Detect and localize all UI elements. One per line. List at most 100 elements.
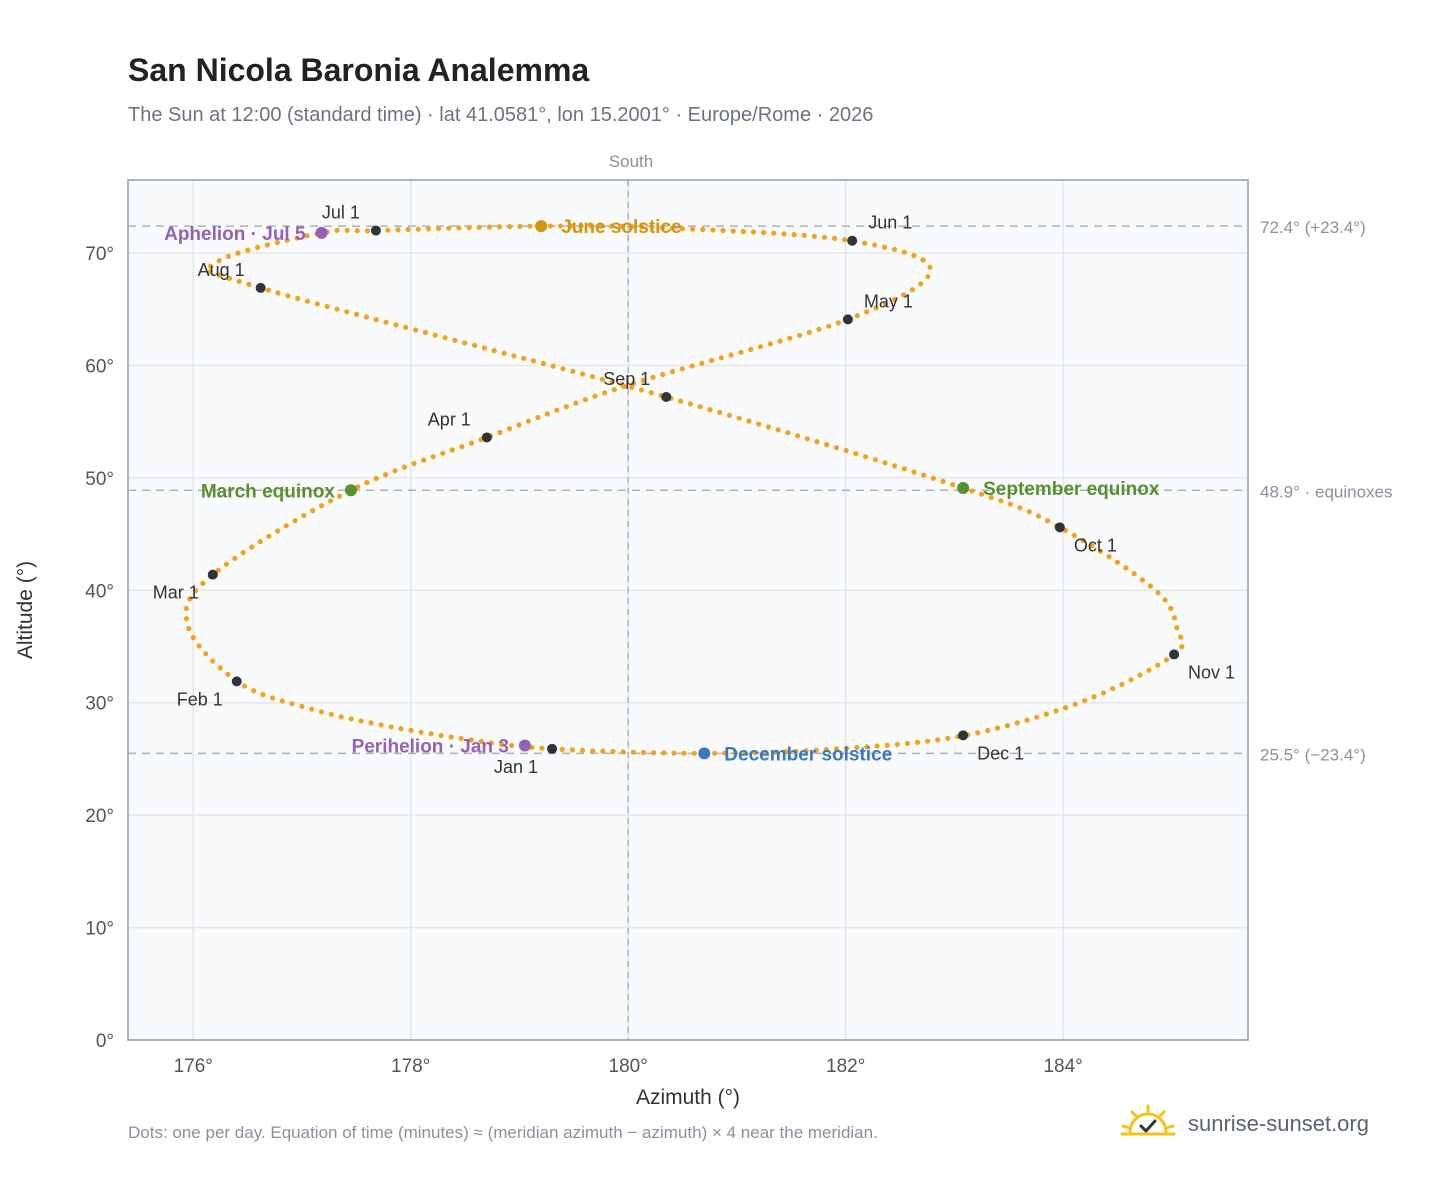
daily-sun-dot	[491, 348, 497, 354]
daily-sun-dot	[472, 342, 478, 348]
daily-sun-dot	[697, 404, 703, 410]
daily-sun-dot	[600, 748, 606, 754]
daily-sun-dot	[358, 718, 364, 724]
daily-sun-dot	[196, 643, 202, 649]
daily-sun-dot	[833, 746, 840, 752]
daily-sun-dot	[872, 242, 878, 248]
daily-sun-dot	[894, 741, 900, 748]
daily-sun-dot	[921, 472, 927, 478]
daily-sun-dot	[1146, 667, 1152, 673]
daily-sun-dot	[726, 412, 733, 418]
daily-sun-dot	[452, 337, 458, 343]
daily-sun-dot	[344, 227, 350, 233]
daily-sun-dot	[580, 371, 586, 377]
daily-sun-dot	[568, 223, 574, 229]
daily-sun-dot	[266, 533, 272, 539]
event-marker	[518, 739, 531, 752]
daily-sun-dot	[242, 683, 248, 689]
daily-sun-dot	[1082, 698, 1088, 704]
daily-sun-dot	[354, 311, 360, 317]
daily-sun-dot	[826, 323, 832, 329]
daily-sun-dot	[882, 244, 888, 250]
daily-sun-dot	[260, 692, 266, 698]
daily-sun-dot	[421, 457, 427, 463]
daily-sun-dot	[270, 695, 276, 701]
daily-sun-dot	[609, 379, 615, 385]
daily-sun-dot	[442, 335, 448, 341]
daily-sun-dot	[975, 730, 981, 736]
daily-sun-dot	[1171, 615, 1178, 621]
daily-sun-dot	[348, 716, 354, 722]
daily-sun-dot	[640, 749, 647, 756]
month-marker	[207, 569, 218, 580]
daily-sun-dot	[752, 750, 758, 756]
daily-sun-dot	[215, 567, 221, 573]
daily-sun-dot	[223, 561, 229, 567]
daily-sun-dot	[563, 404, 570, 410]
daily-sun-dot	[1106, 554, 1112, 560]
daily-sun-dot	[950, 482, 956, 488]
daily-sun-dot	[569, 747, 576, 753]
daily-sun-dot	[793, 748, 799, 754]
daily-sun-dot	[823, 746, 830, 753]
daily-sun-dot	[988, 494, 994, 501]
footnote: Dots: one per day. Equation of time (min…	[128, 1123, 878, 1142]
daily-sun-dot	[945, 735, 951, 742]
daily-sun-dot	[1155, 590, 1161, 596]
daily-sun-dot	[385, 227, 391, 233]
month-marker	[842, 314, 853, 325]
daily-sun-dot	[459, 444, 465, 450]
daily-sun-dot	[304, 298, 311, 304]
daily-sun-dot	[1119, 681, 1125, 687]
month-marker	[481, 432, 492, 443]
daily-sun-dot	[660, 371, 666, 378]
daily-sun-dot	[1128, 677, 1134, 683]
brand-name[interactable]: sunrise-sunset.org	[1188, 1111, 1369, 1136]
daily-sun-dot	[430, 454, 436, 460]
daily-sun-dot	[892, 296, 898, 303]
daily-sun-dot	[588, 223, 594, 229]
daily-sun-dot	[285, 293, 291, 299]
daily-sun-dot	[918, 281, 924, 287]
daily-sun-dot	[700, 226, 706, 233]
daily-sun-dot	[1174, 625, 1180, 631]
daily-sun-dot	[940, 478, 946, 484]
event-marker	[535, 220, 548, 233]
daily-sun-dot	[1089, 543, 1095, 549]
daily-sun-dot	[506, 426, 513, 432]
brand-logo[interactable]: sunrise-sunset.org	[1118, 1102, 1369, 1146]
daily-sun-dot	[592, 393, 598, 399]
event-label: June solstice	[561, 217, 681, 238]
daily-sun-dot	[309, 706, 315, 712]
daily-sun-dot	[344, 309, 350, 315]
daily-sun-dot	[757, 344, 764, 350]
daily-sun-dot	[284, 237, 290, 243]
month-marker-label: Oct 1	[1074, 535, 1117, 555]
daily-sun-dot	[498, 741, 505, 747]
event-label: March equinox	[201, 481, 336, 502]
daily-sun-dot	[373, 317, 379, 323]
month-marker-label: Jul 1	[322, 203, 360, 223]
daily-sun-dot	[1163, 657, 1169, 663]
daily-sun-dot	[689, 363, 695, 369]
month-marker-label: Sep 1	[603, 369, 650, 389]
daily-sun-dot	[448, 734, 454, 740]
daily-sun-dot	[648, 390, 654, 396]
daily-sun-dot	[742, 750, 748, 756]
daily-sun-dot	[539, 745, 545, 751]
daily-sun-dot	[378, 722, 384, 728]
daily-sun-dot	[468, 737, 474, 743]
daily-sun-dot	[183, 616, 190, 622]
daily-sun-dot	[422, 329, 428, 336]
daily-sun-dot	[804, 436, 810, 442]
daily-sun-dot	[1026, 509, 1032, 515]
daily-sun-dot	[516, 422, 522, 428]
x-axis-label: Azimuth (°)	[636, 1086, 740, 1109]
daily-sun-dot	[844, 745, 850, 751]
daily-sun-dot	[1131, 571, 1137, 577]
daily-sun-dot	[283, 523, 289, 529]
daily-sun-dot	[610, 748, 616, 755]
daily-sun-dot	[436, 225, 442, 232]
daily-sun-dot	[338, 714, 344, 720]
daily-sun-dot	[748, 346, 754, 353]
